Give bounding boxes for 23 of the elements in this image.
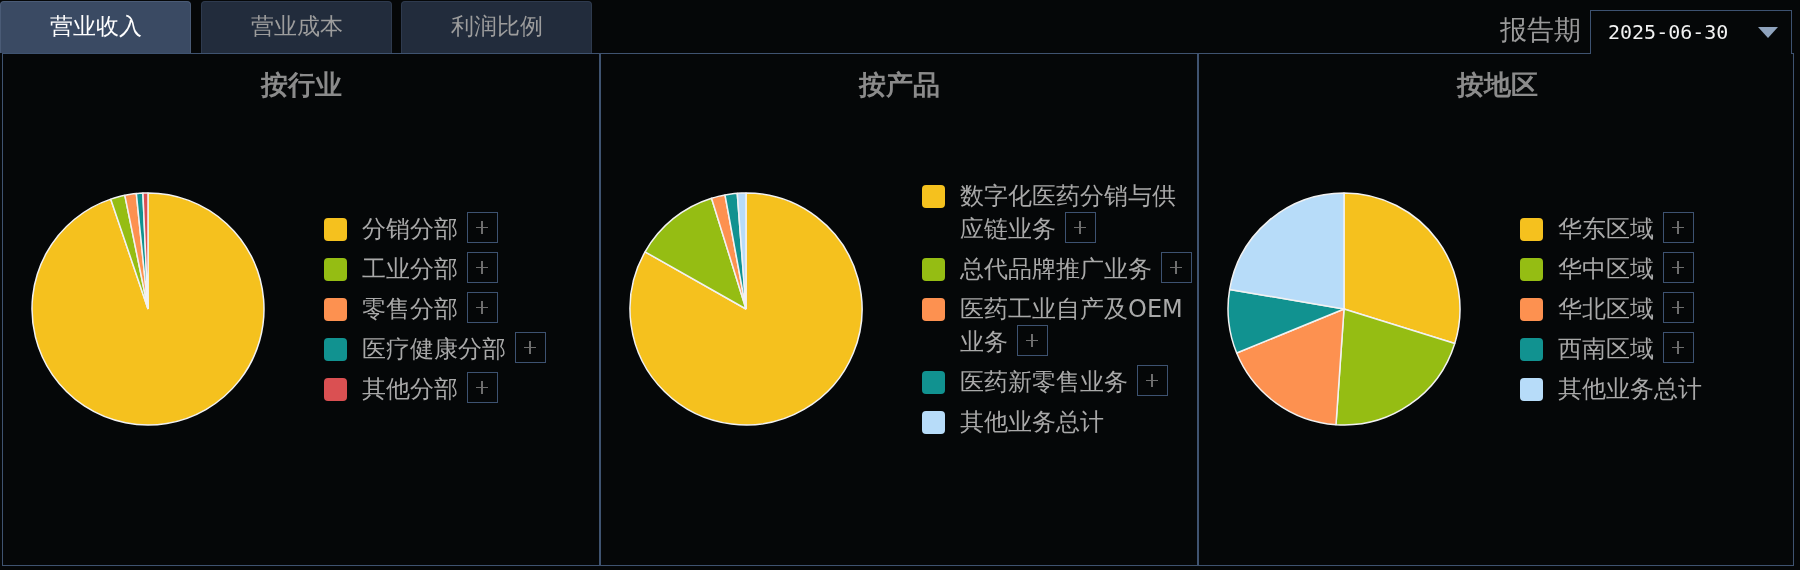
legend-label: 分销分部 xyxy=(362,214,458,243)
legend-label: 西南区域 xyxy=(1558,334,1654,363)
chart-title: 按行业 xyxy=(260,69,342,100)
legend-label: 工业分部 xyxy=(362,254,458,283)
legend-label: 华北区域 xyxy=(1558,294,1654,323)
legend-label: 医药新零售业务 xyxy=(960,367,1128,396)
legend-label: 华东区域 xyxy=(1558,214,1654,243)
text: 报告期 xyxy=(1500,14,1581,45)
legend-label: 华中区域 xyxy=(1558,254,1654,283)
legend-label: 数字化医药分销与供应链业务 xyxy=(960,181,1176,243)
legend-label: 其他业务总计 xyxy=(1558,374,1702,403)
legend-label: 其他业务总计 xyxy=(960,407,1104,436)
legend-label: 零售分部 xyxy=(362,294,458,323)
chart-title: 按地区 xyxy=(1456,69,1538,100)
text: 利润比例 xyxy=(450,13,543,39)
chart-title: 按产品 xyxy=(858,69,940,100)
legend-label: 医疗健康分部 xyxy=(362,334,506,363)
legend-label: 医药工业自产及OEM业务 xyxy=(960,294,1183,356)
legend-label: 其他分部 xyxy=(362,374,458,403)
text: 营业收入 xyxy=(49,13,142,39)
dropdown-field: 2025-06-30 xyxy=(1590,10,1792,54)
legend-label: 总代品牌推广业务 xyxy=(960,254,1152,283)
text: 营业成本 xyxy=(250,13,343,39)
